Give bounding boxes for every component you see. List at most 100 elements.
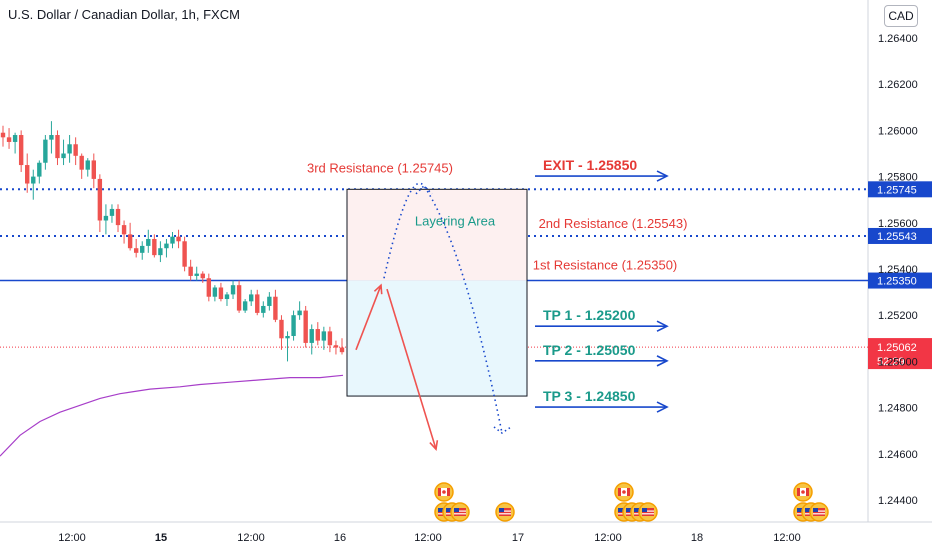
price-tag-label: 1.25350	[877, 276, 917, 288]
current-price-label: 1.25062	[877, 342, 917, 354]
candle-body	[0, 132, 6, 138]
candle-body	[91, 160, 97, 179]
arrowhead	[656, 170, 669, 182]
y-tick-label: 1.24400	[878, 495, 918, 507]
candle-body	[279, 319, 284, 339]
candle-body	[25, 165, 30, 184]
candle-body	[61, 153, 66, 159]
price-tag	[868, 181, 932, 198]
usa-flag-icon	[813, 510, 825, 512]
current-price-tag	[868, 338, 932, 370]
usa-flag-icon	[634, 508, 639, 512]
candle-body	[146, 238, 151, 246]
x-tick-label: 15	[155, 532, 167, 544]
candle-body	[273, 296, 278, 320]
candle-body	[339, 347, 345, 353]
candle-body	[170, 236, 175, 244]
candle-body	[109, 208, 115, 216]
y-tick-label: 1.26200	[878, 79, 918, 91]
candle-body	[103, 215, 109, 221]
canada-flag-icon	[627, 488, 630, 496]
usa-flag-icon	[642, 508, 647, 512]
candle-body	[315, 329, 320, 341]
projection-down-arrow	[386, 288, 437, 450]
usa-flag-icon	[797, 508, 802, 512]
candle-body	[85, 160, 90, 170]
arrowhead	[656, 401, 669, 413]
candle-body	[37, 162, 42, 177]
candle-body	[188, 266, 193, 276]
usa-flag-icon	[642, 510, 654, 512]
candle-body	[291, 315, 296, 336]
currency-button[interactable]: CAD	[884, 5, 918, 27]
candle-body	[176, 236, 181, 242]
candle-body	[12, 135, 18, 142]
price-tag-label: 1.25745	[877, 184, 917, 196]
resistance-label: 2nd Resistance (1.25543)	[539, 216, 688, 231]
canada-flag-icon	[447, 488, 450, 496]
exit-label: EXIT - 1.25850	[543, 157, 637, 173]
candle-body	[309, 329, 314, 343]
candle-body	[182, 241, 187, 267]
candle-body	[212, 287, 218, 297]
candle-body	[43, 139, 48, 163]
candle-body	[67, 144, 72, 154]
canada-flag-icon	[806, 488, 809, 496]
x-tick-label: 17	[512, 532, 524, 544]
y-tick-label: 1.26400	[878, 33, 918, 45]
candle-body	[321, 331, 327, 341]
y-tick-label: 1.26000	[878, 125, 918, 137]
candle-body	[255, 294, 260, 313]
y-tick-label: 1.24800	[878, 403, 918, 415]
canada-flag-icon	[797, 488, 800, 496]
take-profit-label: TP 2 - 1.25050	[543, 342, 636, 358]
resistance-label: 1st Resistance (1.25350)	[533, 258, 678, 273]
moving-average-line	[0, 374, 344, 457]
candle-body	[242, 301, 248, 311]
candle-body	[267, 296, 272, 306]
arrowhead	[493, 426, 512, 434]
take-profit-label: TP 1 - 1.25200	[543, 307, 636, 323]
candle-body	[206, 278, 212, 297]
usa-flag-icon	[499, 513, 511, 515]
y-tick-label: 1.25800	[878, 172, 918, 184]
arrowhead	[656, 355, 669, 367]
candle-body	[140, 245, 145, 253]
usa-flag-icon	[454, 508, 466, 516]
usa-flag-icon	[642, 508, 654, 516]
price-tag	[868, 227, 932, 244]
candle-body	[49, 135, 54, 140]
candle-body	[200, 273, 205, 279]
candle-body	[31, 176, 36, 184]
layering-area-box	[346, 188, 528, 397]
candle-body	[152, 238, 157, 256]
canada-flag-icon	[622, 490, 626, 494]
candle-body	[97, 178, 103, 221]
price-tag	[868, 272, 932, 289]
candle-body	[55, 135, 60, 159]
y-tick-label: 1.24600	[878, 449, 918, 461]
usa-flag-icon	[813, 508, 825, 516]
candle-body	[303, 310, 308, 343]
usa-flag-icon	[499, 508, 511, 516]
candle-body	[115, 208, 121, 226]
candle-body	[224, 294, 230, 300]
canada-flag-icon	[618, 488, 621, 496]
x-tick-label: 12:00	[773, 532, 801, 544]
y-tick-label: 1.25200	[878, 310, 918, 322]
arrowhead	[656, 320, 669, 332]
layering-zone-lower	[347, 280, 527, 397]
usa-flag-icon	[499, 510, 511, 512]
usa-flag-icon	[813, 513, 825, 515]
candle-body	[218, 287, 224, 300]
candle-body	[327, 331, 333, 346]
candle-body	[236, 285, 242, 311]
candle-body	[248, 294, 254, 302]
canada-flag-icon	[442, 490, 446, 494]
price-tag-label: 1.25543	[877, 231, 917, 243]
candle-body	[18, 135, 24, 166]
x-tick-label: 12:00	[414, 532, 442, 544]
usa-flag-icon	[438, 508, 443, 512]
